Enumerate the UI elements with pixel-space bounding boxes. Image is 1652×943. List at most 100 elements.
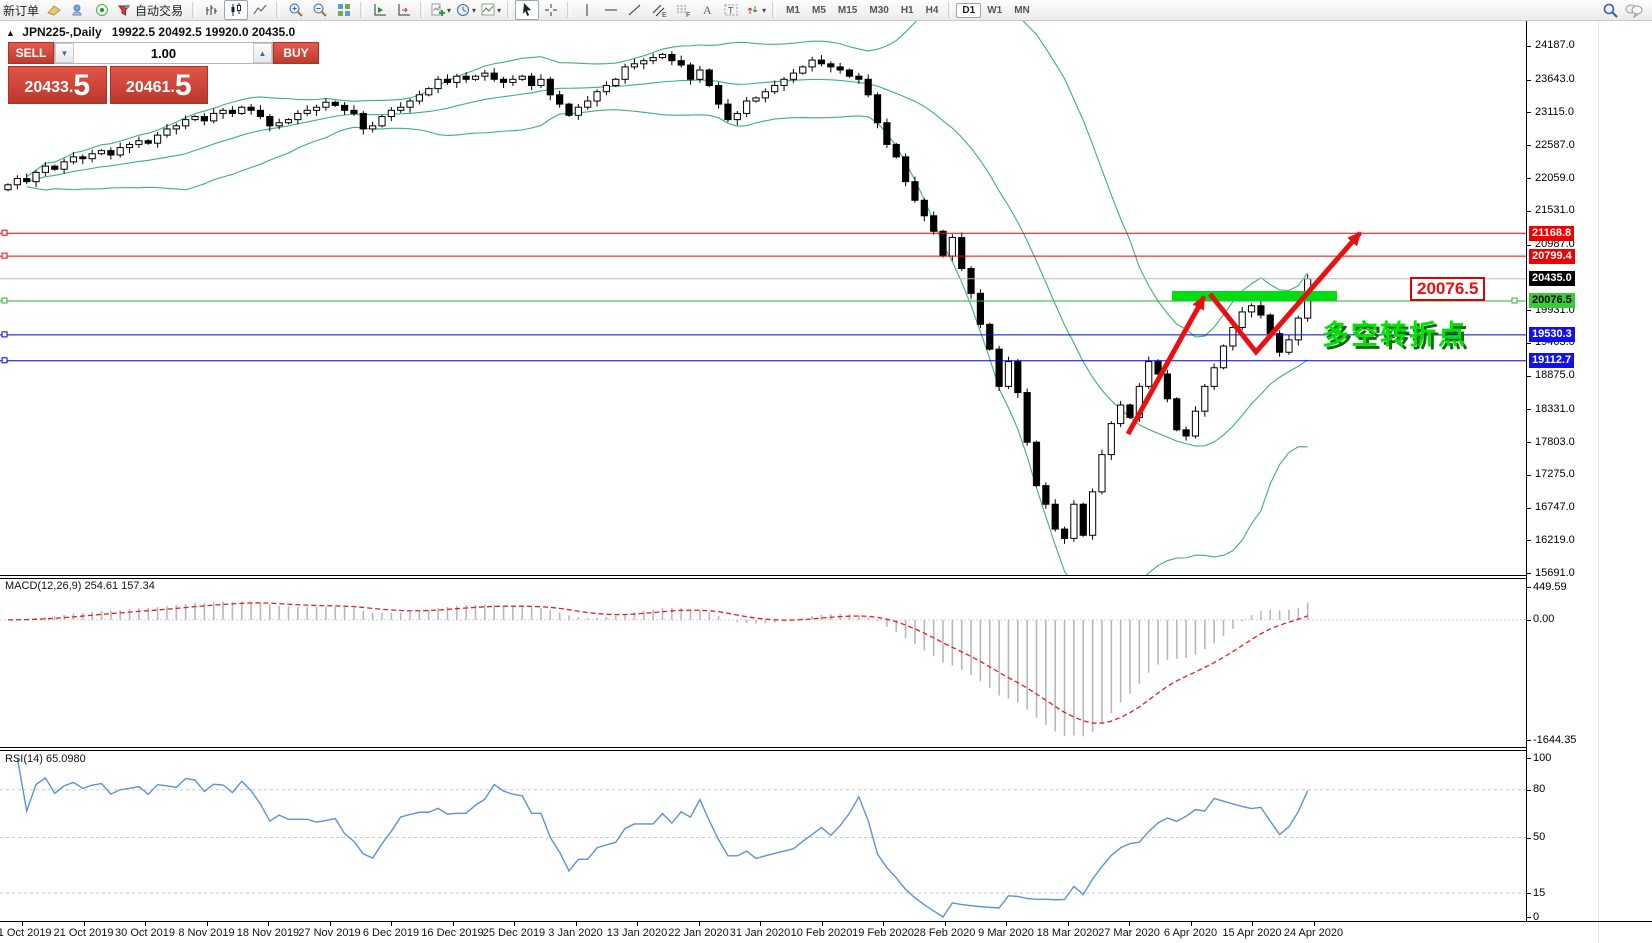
pane-splitter-rsi[interactable]: [0, 747, 1527, 751]
date-label: 9 Mar 2020: [978, 927, 1034, 939]
timeframe-D1[interactable]: D1: [956, 2, 982, 18]
signal-icon[interactable]: [90, 0, 114, 20]
timeframe-M30[interactable]: M30: [869, 4, 889, 16]
timeframe-M5[interactable]: M5: [812, 4, 826, 16]
macd-pane[interactable]: [0, 579, 1527, 747]
svg-text:F: F: [686, 12, 690, 18]
axis-label-23643.0: 23643.0: [1535, 73, 1575, 86]
auto-trading-icon[interactable]: 自动交易: [114, 0, 188, 20]
date-tick: [944, 921, 946, 926]
buy-price-panel[interactable]: 20461. 5: [109, 66, 208, 104]
chevron-down-icon[interactable]: ▾: [447, 5, 452, 15]
fibonacci-icon[interactable]: F: [671, 0, 695, 20]
equidistant-channel-icon[interactable]: E: [647, 0, 671, 20]
horizontal-line-icon[interactable]: [599, 0, 623, 20]
axis-tick: [1526, 442, 1531, 444]
svg-text:A: A: [703, 3, 712, 17]
price-tag-20435.0: 20435.0: [1529, 271, 1575, 287]
text-icon[interactable]: A: [695, 0, 719, 20]
rsi-pane[interactable]: [0, 751, 1527, 921]
candlestick-chart-icon[interactable]: [224, 0, 249, 20]
window-right-edge: [1598, 20, 1599, 943]
arrows-icon[interactable]: ▾: [743, 0, 768, 20]
date-tick: [821, 921, 823, 926]
sell-price-panel[interactable]: 20433. 5: [8, 66, 107, 104]
zoom-out-icon[interactable]: [308, 0, 332, 20]
pane-splitter-macd[interactable]: [0, 575, 1527, 579]
timeframe-W1[interactable]: W1: [987, 4, 1003, 16]
timeframe-switcher: M1 M5 M15 M30 H1 H4 D1 W1 MN: [780, 2, 1036, 18]
timeframe-M15[interactable]: M15: [837, 4, 858, 16]
rsi-axis-80: 80: [1533, 783, 1546, 796]
breakout-price-label[interactable]: 20076.5: [1410, 277, 1486, 301]
axis-tick: [1526, 507, 1531, 509]
vertical-line-icon[interactable]: [575, 0, 599, 20]
timeframe-M1[interactable]: M1: [786, 4, 800, 16]
date-tick: [206, 921, 208, 926]
date-label: 25 Dec 2019: [482, 927, 546, 939]
trend-arrow-up-2[interactable]: [1208, 231, 1362, 356]
date-tick: [1067, 921, 1069, 926]
main-price-chart[interactable]: [0, 20, 1527, 575]
volume-increase-button[interactable]: ▲: [253, 43, 272, 63]
tile-windows-icon[interactable]: [332, 0, 356, 20]
search-icon[interactable]: [1598, 0, 1622, 20]
chart-symbol-period: JPN225-,Daily: [22, 25, 102, 39]
chart-ohlc-values: 19922.5 20492.5 19920.0 20435.0: [111, 25, 296, 39]
zoom-in-icon[interactable]: [284, 0, 308, 20]
axis-tick: [1526, 789, 1531, 791]
auto-scroll-icon[interactable]: [368, 0, 392, 20]
axis-label-17803.0: 17803.0: [1535, 435, 1575, 448]
chevron-down-icon[interactable]: ▾: [762, 5, 767, 15]
date-label: 3 Jan 2020: [548, 927, 603, 939]
buy-button[interactable]: BUY: [273, 42, 319, 64]
price-tag-20799.4: 20799.4: [1529, 248, 1575, 264]
axis-label-22059.0: 22059.0: [1535, 171, 1575, 184]
market-watch-icon[interactable]: [42, 0, 66, 20]
date-label: 28 Feb 2020: [913, 927, 976, 939]
date-label: 22 Jan 2020: [668, 927, 729, 939]
accounts-icon[interactable]: [66, 0, 90, 20]
chart-shift-icon[interactable]: [392, 0, 416, 20]
date-label: 11 Oct 2019: [0, 927, 52, 939]
bar-chart-icon[interactable]: [200, 0, 224, 20]
timeframe-H1[interactable]: H1: [900, 4, 914, 16]
price-tag-20076.5: 20076.5: [1529, 293, 1575, 309]
chart-title: ▲ JPN225-,Daily 19922.5 20492.5 19920.0 …: [6, 25, 295, 39]
svg-text:T: T: [728, 6, 734, 16]
axis-tick: [1526, 342, 1531, 344]
date-tick: [22, 921, 23, 926]
line-chart-icon[interactable]: [248, 0, 272, 20]
chevron-down-icon[interactable]: ▾: [497, 5, 502, 15]
date-tick: [698, 921, 700, 926]
date-label: 21 Oct 2019: [53, 927, 114, 939]
date-label: 30 Oct 2019: [115, 927, 175, 939]
macd-axis-449.59: 449.59: [1533, 580, 1567, 593]
price-tag-21168.8: 21168.8: [1529, 225, 1575, 241]
date-label: 6 Dec 2019: [362, 927, 420, 939]
trend-arrow-up-1[interactable]: [1125, 295, 1207, 436]
timeframe-MN[interactable]: MN: [1014, 4, 1030, 16]
support-zone-bar[interactable]: [1172, 291, 1337, 301]
new-order-button[interactable]: 新订单: [3, 3, 40, 18]
chevron-down-icon[interactable]: ▾: [472, 5, 477, 15]
text-label-icon[interactable]: T: [719, 0, 743, 20]
turning-point-note[interactable]: 多空转折点: [1322, 320, 1467, 350]
periods-icon[interactable]: ▾: [453, 0, 478, 20]
cursor-icon[interactable]: [515, 0, 540, 20]
indicators-add-icon[interactable]: ▾: [428, 0, 453, 20]
sell-button[interactable]: SELL: [8, 42, 54, 64]
macd-label: MACD(12,26,9) 254.61 157.34: [5, 580, 155, 592]
svg-text:E: E: [662, 12, 667, 18]
axis-label-16747.0: 16747.0: [1535, 501, 1575, 514]
trendline-icon[interactable]: [623, 0, 647, 20]
timeframe-H4[interactable]: H4: [925, 4, 939, 16]
volume-input[interactable]: [74, 43, 253, 63]
chat-icon[interactable]: [1622, 0, 1646, 20]
crosshair-icon[interactable]: [539, 0, 563, 20]
volume-decrease-button[interactable]: ▼: [55, 43, 74, 63]
date-tick: [452, 921, 454, 926]
date-tick: [1252, 921, 1253, 926]
templates-icon[interactable]: ▾: [478, 0, 503, 20]
